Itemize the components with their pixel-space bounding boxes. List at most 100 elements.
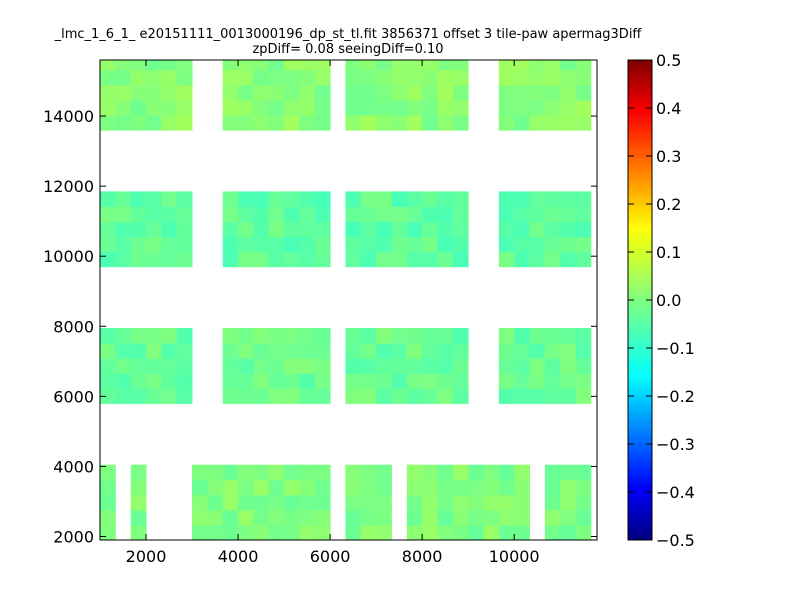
heatmap-cell [376, 524, 392, 541]
heatmap-cell [176, 328, 193, 344]
heatmap-cell [529, 236, 546, 253]
heatmap-cell [376, 479, 392, 496]
heatmap-cell [299, 206, 316, 223]
colorbar-tick-label: 0.3 [656, 147, 681, 166]
heatmap-cell [238, 373, 254, 389]
heatmap-cell [560, 60, 576, 71]
heatmap-cell [299, 343, 316, 359]
heatmap-cell [299, 373, 316, 389]
heatmap-cell [268, 343, 285, 359]
colorbar-tick-label: 0.1 [656, 243, 681, 262]
heatmap-cell [514, 69, 530, 86]
heatmap-cell [544, 60, 561, 71]
heatmap-cell [406, 479, 423, 496]
heatmap-cell [222, 464, 239, 481]
heatmap-cell [207, 494, 224, 511]
heatmap-cell [130, 206, 147, 223]
heatmap-cell [529, 358, 546, 374]
heatmap-cell [575, 494, 592, 511]
heatmap-cell [452, 524, 469, 541]
chart-title-line1: _lmc_1_6_1_ e20151111_0013000196_dp_st_t… [54, 27, 643, 42]
heatmap-cell [100, 84, 116, 101]
heatmap-cell [161, 115, 178, 131]
heatmap-cell [406, 236, 423, 253]
heatmap-cell [268, 509, 285, 526]
heatmap-cell [176, 343, 193, 359]
heatmap-cell [452, 206, 469, 223]
heatmap-cell [560, 84, 576, 101]
heatmap-cell [514, 494, 530, 511]
heatmap-cell [268, 479, 285, 496]
heatmap-cell [176, 115, 193, 131]
heatmap-cell [544, 343, 561, 359]
heatmap-cell [268, 494, 285, 511]
heatmap-cell [437, 464, 454, 481]
heatmap-cell [146, 221, 162, 238]
heatmap-cell [498, 60, 515, 71]
heatmap-cell [253, 328, 270, 344]
heatmap-cell [238, 358, 254, 374]
heatmap-cell [115, 236, 132, 253]
heatmap-cell [100, 206, 116, 223]
heatmap-cell [130, 464, 147, 481]
heatmap-cell [222, 373, 239, 389]
heatmap-cell [146, 358, 162, 374]
heatmap-cell [529, 343, 546, 359]
heatmap-cell [284, 221, 300, 238]
heatmap-cell [268, 236, 285, 253]
heatmap-cell [253, 494, 270, 511]
heatmap-cell [437, 60, 454, 71]
heatmap-cell [498, 251, 515, 268]
heatmap-cell [437, 373, 454, 389]
heatmap-cell [238, 509, 254, 526]
colorbar-tick-label: −0.3 [656, 435, 695, 454]
heatmap-cell [391, 60, 408, 71]
heatmap-cell [422, 251, 438, 268]
heatmap-cell [575, 69, 592, 86]
heatmap-cell [314, 388, 331, 404]
heatmap-cell [544, 479, 561, 496]
heatmap-cell [100, 494, 116, 511]
heatmap-cell [146, 191, 162, 207]
heatmap-cell [560, 251, 576, 268]
heatmap-cell [529, 328, 546, 344]
heatmap-cell [360, 328, 377, 344]
heatmap-cell [100, 191, 116, 207]
heatmap-cell [544, 206, 561, 223]
heatmap-cell [544, 388, 561, 404]
heatmap-cell [498, 84, 515, 101]
heatmap-cell [222, 494, 239, 511]
heatmap-cell [299, 99, 316, 116]
heatmap-cell [575, 358, 592, 374]
heatmap-cell [100, 524, 116, 541]
heatmap-cell [575, 99, 592, 116]
heatmap-cell [437, 191, 454, 207]
heatmap-cell [422, 524, 438, 541]
heatmap-cell [115, 358, 132, 374]
heatmap-cell [575, 464, 592, 481]
heatmap-cell [100, 328, 116, 344]
heatmap-cell [192, 524, 208, 541]
heatmap-cell [161, 84, 178, 101]
heatmap-cell [452, 479, 469, 496]
heatmap-cell [115, 69, 132, 86]
heatmap-cell [422, 464, 438, 481]
heatmap-cell [406, 206, 423, 223]
heatmap-cell [498, 509, 515, 526]
heatmap-cell [314, 524, 331, 541]
heatmap-cell [422, 509, 438, 526]
heatmap-cell [222, 221, 239, 238]
heatmap-cell [560, 509, 576, 526]
heatmap-cell [238, 388, 254, 404]
heatmap-cell [192, 464, 208, 481]
heatmap-cell [268, 388, 285, 404]
heatmap-cell [161, 60, 178, 71]
heatmap-cell [452, 494, 469, 511]
x-tick-label: 8000 [402, 547, 443, 566]
heatmap-cell [529, 221, 546, 238]
heatmap-cell [452, 236, 469, 253]
heatmap-cell [422, 343, 438, 359]
heatmap-cell [422, 479, 438, 496]
heatmap-cell [529, 84, 546, 101]
heatmap-cell [222, 251, 239, 268]
